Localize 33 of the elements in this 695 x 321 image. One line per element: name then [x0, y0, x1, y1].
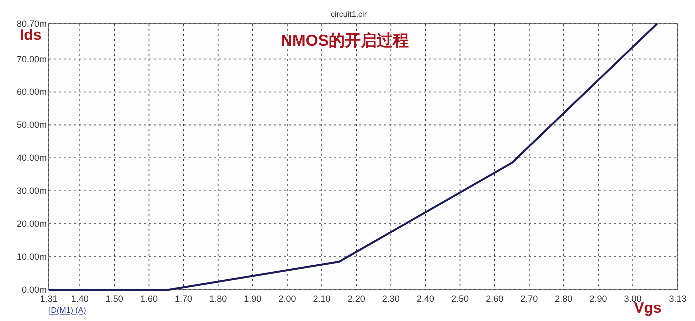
- x-tick-label: 2.00: [278, 294, 296, 304]
- x-tick-label: 2.70: [520, 294, 538, 304]
- text: circuit1.cir: [330, 10, 368, 19]
- x-tick-label: 2.40: [416, 294, 434, 304]
- y-tick-label: 50.00m: [16, 120, 47, 130]
- x-tick-label: 3.13: [669, 294, 687, 304]
- y-tick-label: 40.00m: [16, 153, 47, 164]
- x-tick-label: 2.30: [382, 294, 400, 304]
- y-tick-label: 70.00m: [16, 54, 47, 64]
- x-tick-label: 2.10: [313, 294, 331, 304]
- y-tick-label: 0.00m: [22, 285, 47, 295]
- x-tick-label: 1.80: [210, 294, 228, 304]
- text: ID(M1) (A): [49, 306, 87, 315]
- x-tick-label: 1.60: [140, 294, 158, 304]
- y-tick-label: 10.00m: [16, 252, 47, 262]
- y-tick-label: 20.00m: [16, 219, 47, 230]
- x-tick-label: 1.50: [106, 294, 124, 304]
- y-tick-label: 60.00m: [16, 87, 47, 98]
- line-series: [48, 23, 658, 291]
- x-tick-label: 2.20: [348, 294, 366, 304]
- y-tick-label: 80.70m: [16, 19, 47, 29]
- y-axis-title: Ids: [20, 27, 42, 44]
- x-tick-label: 2.50: [452, 294, 470, 304]
- x-tick-label: 2.80: [555, 294, 573, 304]
- x-tick-label: 3.00: [624, 294, 642, 304]
- x-tick-label: 2.60: [486, 294, 504, 304]
- x-tick-label: 1.40: [71, 294, 89, 304]
- x-tick-label: 2.90: [590, 294, 608, 304]
- x-tick-label: 1.90: [244, 294, 262, 304]
- text: NMOS的开启过程: [281, 31, 409, 50]
- x-tick-label: 1.31: [40, 294, 58, 304]
- x-tick-label: 1.70: [175, 294, 193, 304]
- y-tick-label: 30.00m: [16, 186, 47, 196]
